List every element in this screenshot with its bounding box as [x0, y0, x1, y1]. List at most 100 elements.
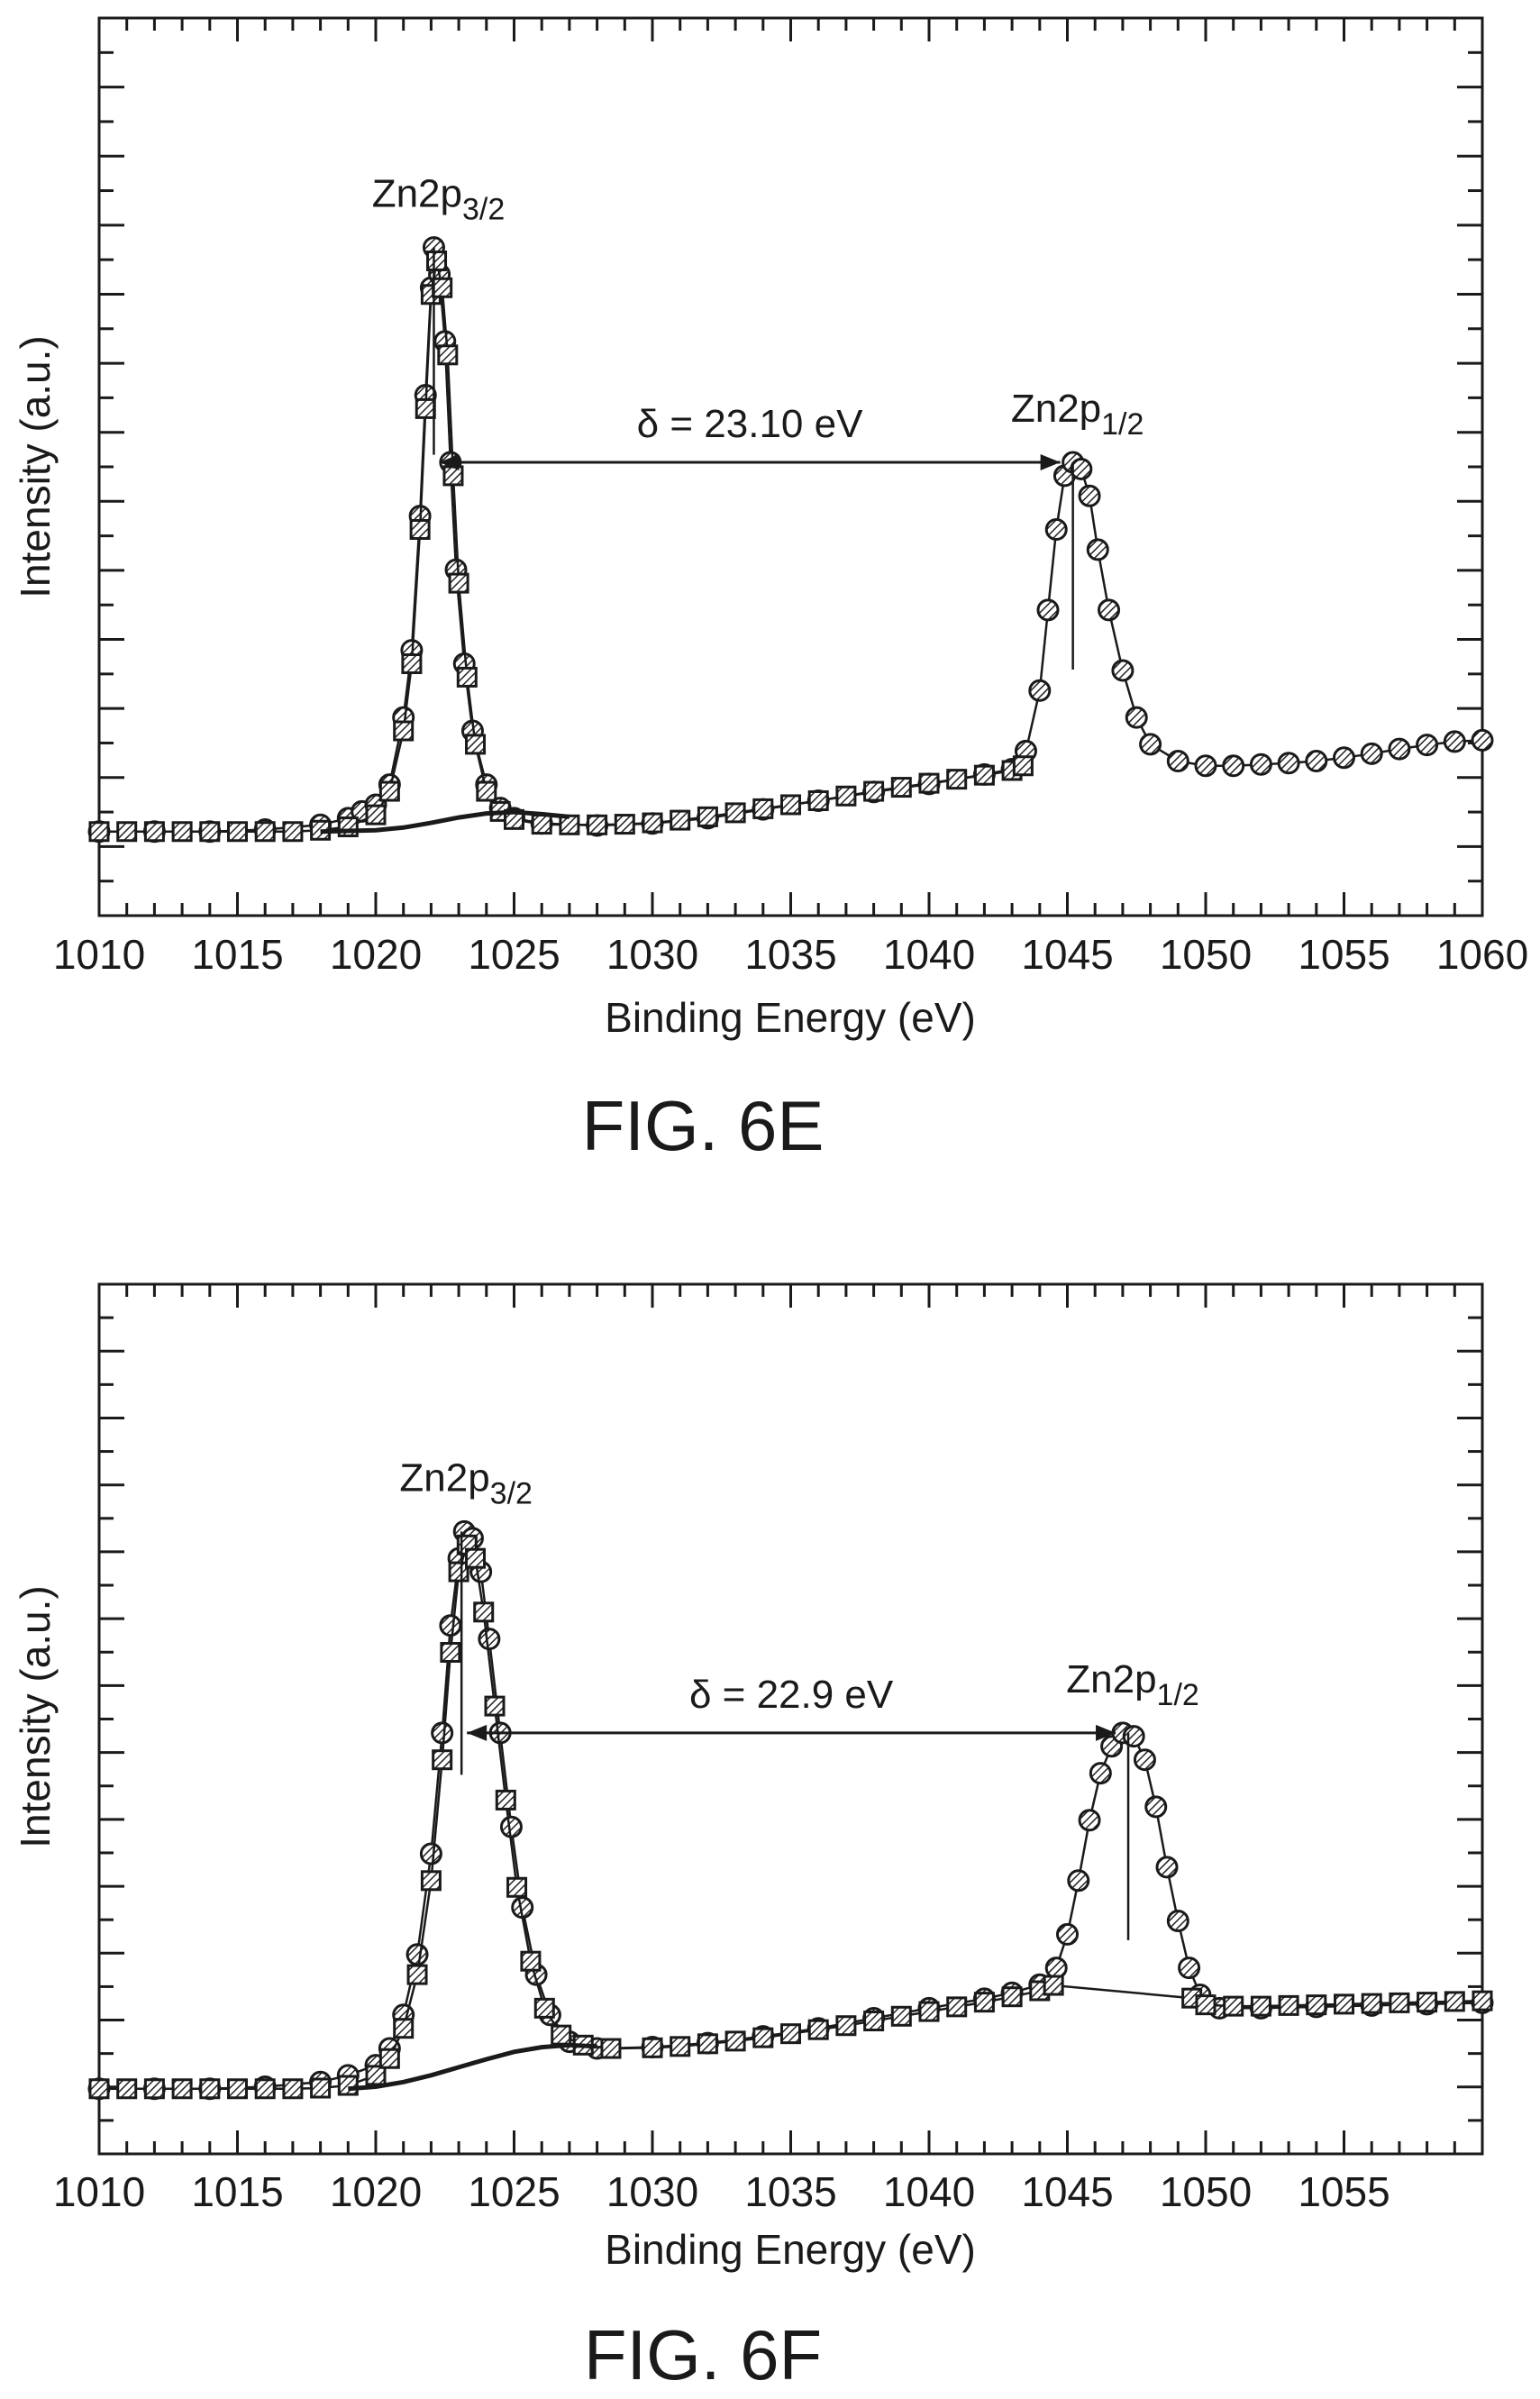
circle-marker	[1078, 1809, 1101, 1832]
series-line	[99, 260, 1024, 834]
series-line	[99, 247, 1483, 834]
square-marker	[456, 666, 478, 688]
circle-marker	[1028, 679, 1052, 702]
square-marker	[484, 1695, 506, 1717]
square-marker	[116, 821, 138, 843]
x-tick-label: 1045	[1021, 931, 1113, 978]
square-marker	[520, 1950, 542, 1972]
square-marker	[199, 2078, 221, 2100]
square-marker	[890, 2005, 912, 2027]
x-tick-label: 1035	[744, 931, 836, 978]
axis-ticks	[97, 16, 1484, 917]
square-marker	[863, 780, 885, 802]
y-axis-label: Intensity (a.u.)	[12, 335, 59, 597]
square-marker	[473, 1601, 495, 1623]
square-marker	[863, 2011, 885, 2032]
circle-marker	[1139, 733, 1162, 756]
square-marker	[448, 1561, 469, 1583]
square-marker	[780, 794, 801, 816]
circle-marker	[1070, 457, 1093, 480]
figure-caption: FIG. 6F	[584, 2315, 822, 2394]
square-marker	[254, 821, 276, 843]
square-marker	[1012, 755, 1034, 777]
square-marker	[533, 1997, 555, 2019]
square-marker	[378, 780, 400, 802]
square-marker	[1195, 1994, 1217, 2016]
circle-marker	[1166, 750, 1189, 773]
annotations: Zn2p3/2 Zn2p1/2 δ = 22.9 eV	[399, 1455, 1199, 1940]
circle-marker	[431, 1721, 454, 1745]
circle-marker	[406, 1943, 429, 1966]
square-marker	[171, 2078, 193, 2100]
x-tick-labels: 1010 1015 1020 1025 1030 1035 1040 1045 1050 1055…	[53, 931, 1528, 978]
x-axis-label: Binding Energy (eV)	[605, 2226, 976, 2273]
circle-marker	[1305, 750, 1328, 773]
square-marker	[337, 2075, 359, 2096]
square-marker	[724, 2030, 746, 2052]
square-marker	[465, 1547, 487, 1569]
circle-marker	[499, 1815, 523, 1838]
circle-marker	[1044, 518, 1068, 541]
square-marker	[465, 734, 487, 755]
square-marker	[437, 344, 459, 366]
square-marker	[282, 821, 304, 843]
square-marker	[670, 809, 691, 831]
x-tick-label: 1040	[883, 931, 975, 978]
circle-marker	[1089, 1762, 1112, 1785]
x-tick-label: 1025	[468, 2168, 560, 2215]
peak-label: Zn2p3/2	[399, 1455, 533, 1510]
square-marker	[587, 814, 608, 835]
square-marker	[378, 2048, 400, 2069]
square-marker	[442, 465, 464, 487]
square-marker	[365, 804, 387, 826]
square-marker	[642, 2037, 663, 2058]
square-marker	[415, 397, 436, 419]
square-marker	[807, 2019, 829, 2040]
square-marker	[448, 572, 469, 594]
arrow-head-left	[439, 454, 460, 470]
square-marker	[282, 2078, 304, 2100]
square-marker	[88, 821, 110, 843]
circle-marker	[1056, 1922, 1079, 1946]
circle-marker	[1166, 1910, 1189, 1932]
square-marker	[642, 812, 663, 834]
square-marker	[495, 1789, 516, 1811]
axis-ticks	[97, 1282, 1484, 2156]
x-tick-label: 1050	[1160, 931, 1252, 978]
circle-marker	[1044, 1957, 1068, 1980]
square-marker	[199, 821, 221, 843]
square-marker	[401, 653, 423, 674]
square-marker	[440, 1642, 461, 1663]
square-marker	[1444, 1991, 1465, 2012]
square-marker	[1334, 1993, 1354, 2015]
x-tick-label: 1020	[330, 931, 422, 978]
circle-marker	[1471, 728, 1494, 752]
square-marker	[420, 1870, 442, 1892]
square-marker	[506, 1876, 528, 1898]
annotations: Zn2p3/2 Zn2p1/2 δ = 23.10 eV	[372, 172, 1144, 670]
x-axis-label: Binding Energy (eV)	[605, 994, 976, 1041]
data-series	[87, 1519, 1494, 2101]
circle-marker	[1443, 730, 1466, 753]
square-marker	[393, 2018, 415, 2039]
square-marker	[365, 2065, 387, 2086]
square-marker	[724, 802, 746, 824]
circle-marker	[1133, 1748, 1156, 1772]
square-marker	[559, 814, 580, 835]
peak-label: Zn2p3/2	[372, 172, 506, 227]
arrow-head-left	[467, 1724, 488, 1741]
chart-panel-6f: 1010 1015 1020 1025 1030 1035 1040 1045 1050 1055…	[12, 1282, 1494, 2394]
square-marker	[254, 2078, 276, 2100]
circle-marker	[1333, 746, 1355, 770]
square-marker	[835, 785, 857, 807]
figure-caption: FIG. 6E	[582, 1086, 825, 1165]
square-marker	[752, 2027, 774, 2048]
circle-marker	[1277, 752, 1300, 775]
square-marker	[1250, 1995, 1271, 2017]
square-marker	[426, 251, 448, 271]
circle-marker	[1249, 753, 1272, 776]
square-marker	[116, 2078, 138, 2100]
square-marker	[1043, 1975, 1064, 1996]
square-marker	[1223, 1995, 1244, 2017]
circle-marker	[478, 1628, 501, 1651]
